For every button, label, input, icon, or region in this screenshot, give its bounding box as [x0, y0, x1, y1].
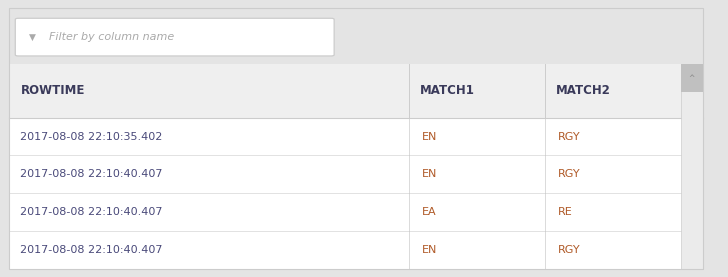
Text: EA: EA — [422, 207, 437, 217]
Text: Filter by column name: Filter by column name — [49, 32, 174, 42]
Text: 2017-08-08 22:10:40.407: 2017-08-08 22:10:40.407 — [20, 207, 163, 217]
Bar — [9, 8, 703, 64]
Text: RGY: RGY — [558, 169, 580, 179]
Bar — [681, 64, 703, 269]
Bar — [9, 155, 703, 193]
Bar — [9, 118, 703, 155]
Text: MATCH1: MATCH1 — [420, 84, 475, 97]
Text: ROWTIME: ROWTIME — [20, 84, 84, 97]
Text: MATCH2: MATCH2 — [555, 84, 610, 97]
Text: EN: EN — [422, 169, 438, 179]
Text: ^: ^ — [689, 74, 695, 83]
Bar — [9, 193, 703, 231]
Text: RGY: RGY — [558, 132, 580, 142]
Text: EN: EN — [422, 132, 438, 142]
Text: ▼: ▼ — [29, 33, 36, 42]
Text: RGY: RGY — [558, 245, 580, 255]
Bar — [681, 64, 703, 93]
Bar — [9, 64, 703, 118]
Text: EN: EN — [422, 245, 438, 255]
Bar — [9, 231, 703, 269]
FancyBboxPatch shape — [15, 18, 334, 56]
Text: 2017-08-08 22:10:40.407: 2017-08-08 22:10:40.407 — [20, 245, 163, 255]
Text: 2017-08-08 22:10:35.402: 2017-08-08 22:10:35.402 — [20, 132, 163, 142]
Text: RE: RE — [558, 207, 572, 217]
Text: 2017-08-08 22:10:40.407: 2017-08-08 22:10:40.407 — [20, 169, 163, 179]
